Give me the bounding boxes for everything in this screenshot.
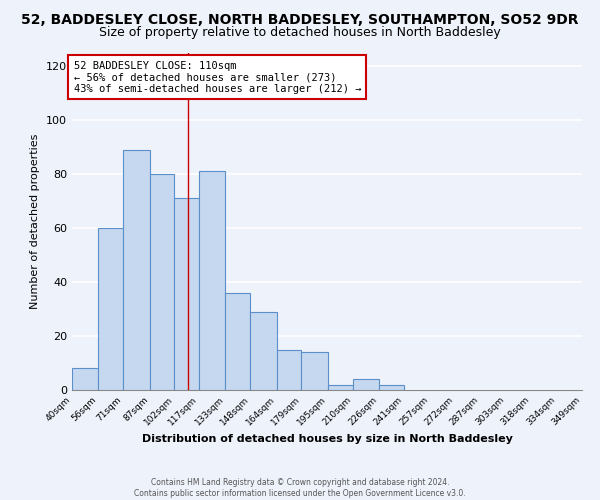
Bar [98, 228, 123, 390]
Y-axis label: Number of detached properties: Number of detached properties [31, 134, 40, 309]
Bar [328, 384, 353, 390]
X-axis label: Distribution of detached houses by size in North Baddesley: Distribution of detached houses by size … [142, 434, 512, 444]
Bar [123, 150, 149, 390]
Bar [353, 379, 379, 390]
Bar [379, 384, 404, 390]
Text: Contains HM Land Registry data © Crown copyright and database right 2024.
Contai: Contains HM Land Registry data © Crown c… [134, 478, 466, 498]
Text: 52, BADDESLEY CLOSE, NORTH BADDESLEY, SOUTHAMPTON, SO52 9DR: 52, BADDESLEY CLOSE, NORTH BADDESLEY, SO… [21, 12, 579, 26]
Bar [72, 368, 98, 390]
Text: 52 BADDESLEY CLOSE: 110sqm
← 56% of detached houses are smaller (273)
43% of sem: 52 BADDESLEY CLOSE: 110sqm ← 56% of deta… [74, 60, 361, 94]
Bar [199, 172, 226, 390]
Bar [250, 312, 277, 390]
Bar [175, 198, 199, 390]
Bar [301, 352, 328, 390]
Text: Size of property relative to detached houses in North Baddesley: Size of property relative to detached ho… [99, 26, 501, 39]
Bar [277, 350, 301, 390]
Bar [149, 174, 175, 390]
Bar [226, 293, 250, 390]
